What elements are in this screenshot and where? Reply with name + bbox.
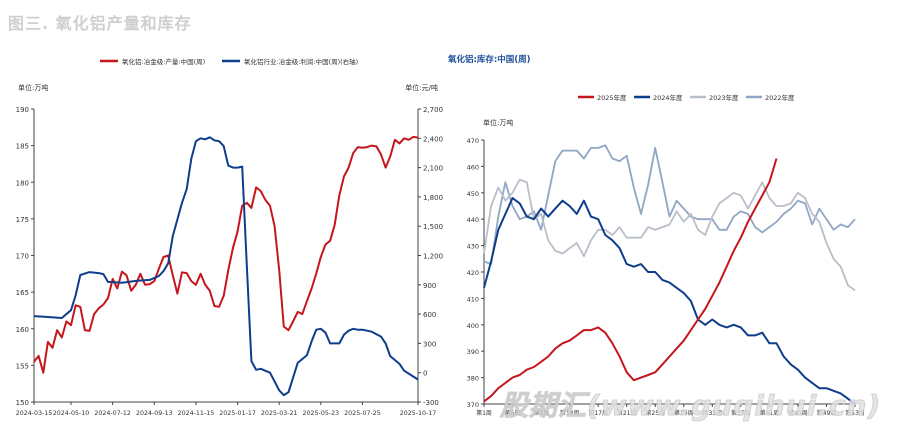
right-chart-y-tick-label: 390 xyxy=(467,348,479,356)
left-chart-y2-tick-label: 600 xyxy=(423,311,436,319)
left-chart-x-tick-label: 2024-05-10 xyxy=(53,410,90,417)
left-chart-y2-tick-label: 2,100 xyxy=(423,165,443,173)
left-chart-y2-unit: 单位:元/吨 xyxy=(405,83,438,92)
right-chart-series-2022-line xyxy=(483,144,856,266)
right-chart-y-tick-label: 440 xyxy=(467,216,479,224)
left-chart-y-tick-label: 160 xyxy=(16,326,29,334)
left-chart-y-tick-label: 185 xyxy=(16,143,29,151)
left-chart-x-tick-label: 2025-01-17 xyxy=(219,410,256,417)
left-chart-x-tick-label: 2025-07-25 xyxy=(344,410,381,417)
right-chart-x-tick-label: 第45周 xyxy=(788,409,808,417)
left-chart-x-tick-label: 2025-05-23 xyxy=(303,410,340,417)
right-chart-x-tick-label: 第41周 xyxy=(760,409,780,417)
watermark: 股期汇(www.guqihui.cn) xyxy=(499,389,882,423)
left-chart-y-tick-label: 165 xyxy=(16,289,29,297)
right-chart-y-tick-label: 400 xyxy=(467,322,479,330)
right-chart-y-tick-label: 370 xyxy=(467,401,479,409)
left-chart-y-unit: 单位:万吨 xyxy=(18,83,48,92)
right-chart-y-tick-label: 460 xyxy=(467,163,479,171)
left-chart-series-production-line xyxy=(33,135,419,374)
left-chart-series-profit-line xyxy=(33,136,419,397)
right-chart-series-2024-line xyxy=(483,197,856,405)
right-chart-y-tick-label: 430 xyxy=(467,243,479,251)
right-chart-legend-label: 2023年度 xyxy=(709,93,739,102)
page-title: 图三. 氧化铝产量和库存 xyxy=(8,14,192,33)
right-chart-legend-label: 2022年度 xyxy=(765,93,795,102)
left-chart-y-tick-label: 175 xyxy=(16,216,29,224)
right-chart-x-tick-label: 第29周 xyxy=(674,409,694,417)
left-chart-y-tick-label: 180 xyxy=(16,179,29,187)
left-chart-x-tick-label: 2025-03-21 xyxy=(261,410,298,417)
left-chart-x-tick-label: 2024-03-15 xyxy=(16,410,53,417)
left-chart-y2-tick-label: 900 xyxy=(423,282,436,290)
right-chart-y-tick-label: 380 xyxy=(467,375,479,383)
right-chart-x-tick-label: 第25周 xyxy=(645,409,665,417)
right-chart-y-tick-label: 420 xyxy=(467,269,479,277)
right-chart-x-tick-label: 第13周 xyxy=(560,409,580,417)
right-chart-x-tick-label: 第53周 xyxy=(845,409,865,417)
right-chart-series-2025-line xyxy=(483,158,778,403)
left-chart-y2-tick-label: 2,400 xyxy=(423,135,443,143)
right-chart-legend-label: 2025年度 xyxy=(597,93,627,102)
right-chart-x-tick-label: 第37周 xyxy=(731,409,751,417)
right-chart-x-tick-label: 第5周 xyxy=(505,409,521,417)
right-chart-y-tick-label: 450 xyxy=(467,190,479,198)
right-chart-x-tick-label: 第9周 xyxy=(533,409,549,417)
right-chart-y-tick-label: 410 xyxy=(467,295,479,303)
left-chart-y-tick-label: 170 xyxy=(16,253,29,261)
left-chart-legend-label: 氧化铝行业:冶金级:利润:中国(周)(右轴) xyxy=(244,57,358,66)
right-chart-series-2023-line xyxy=(483,178,856,292)
left-chart-y2-tick-label: -300 xyxy=(423,399,439,407)
right-chart-x-tick-label: 第33周 xyxy=(702,409,722,417)
right-chart-x-tick-label: 第21周 xyxy=(617,409,637,417)
left-chart-y2-tick-label: 1,800 xyxy=(423,194,443,202)
left-chart-y2-tick-label: 2,700 xyxy=(423,106,443,114)
left-chart-legend-label: 氧化铝:冶金级:产量:中国(周) xyxy=(122,57,205,66)
left-chart-y-tick-label: 150 xyxy=(16,399,29,407)
left-chart-y-tick-label: 190 xyxy=(16,106,29,114)
left-chart-x-tick-label: 2024-09-13 xyxy=(136,410,173,417)
right-chart-x-tick-label: 第1周 xyxy=(476,409,492,417)
left-chart-y2-tick-label: 0 xyxy=(423,370,427,378)
right-chart-title: 氧化铝:库存:中国(周) xyxy=(447,54,531,65)
right-chart-x-tick-label: 第49周 xyxy=(817,409,837,417)
right-chart-y-tick-label: 470 xyxy=(467,137,479,145)
left-chart-x-tick-label: 2024-07-12 xyxy=(94,410,131,417)
left-chart-x-tick-label: 2025-10-17 xyxy=(400,410,437,417)
right-chart-y-unit: 单位:万吨 xyxy=(483,118,513,127)
right-chart-x-tick-label: 第17周 xyxy=(588,409,608,417)
right-chart-legend-label: 2024年度 xyxy=(653,93,683,102)
left-chart-y2-tick-label: 300 xyxy=(423,340,436,348)
left-chart-x-tick-label: 2024-11-15 xyxy=(178,410,215,417)
left-chart-y2-tick-label: 1,500 xyxy=(423,223,443,231)
left-chart-y-tick-label: 155 xyxy=(16,362,29,370)
left-chart-y2-tick-label: 1,200 xyxy=(423,253,443,261)
